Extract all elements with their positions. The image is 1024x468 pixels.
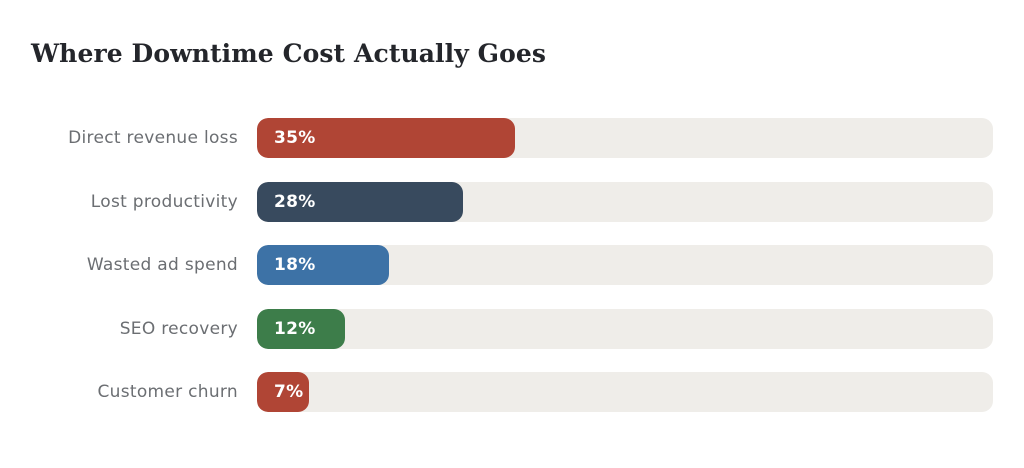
bar-row: Customer churn 7% bbox=[31, 372, 993, 412]
category-label: Direct revenue loss bbox=[68, 128, 238, 148]
bar-track: 18% bbox=[257, 245, 993, 285]
value-label: 35% bbox=[274, 128, 316, 148]
value-label: 28% bbox=[274, 191, 316, 212]
value-label: 12% bbox=[274, 318, 316, 339]
category-label: Customer churn bbox=[97, 382, 238, 402]
bar-track: 28% bbox=[257, 181, 993, 222]
category-label: Lost productivity bbox=[90, 191, 238, 212]
bar-row: Wasted ad spend 18% bbox=[31, 245, 993, 285]
bar-row: Direct revenue loss 35% bbox=[31, 118, 993, 158]
bar-row: Lost productivity 28% bbox=[31, 181, 993, 222]
bar-track: 7% bbox=[257, 372, 993, 412]
bar-row: SEO recovery 12% bbox=[31, 308, 993, 349]
category-label: Wasted ad spend bbox=[86, 255, 238, 275]
bar-segment: 28% bbox=[257, 181, 464, 222]
value-label: 7% bbox=[274, 382, 304, 402]
value-label: 18% bbox=[274, 255, 316, 275]
bar-segment: 7% bbox=[257, 372, 309, 412]
bar-segment: 18% bbox=[257, 245, 390, 285]
bar-track: 12% bbox=[257, 308, 993, 349]
category-label: SEO recovery bbox=[119, 318, 238, 339]
bar-segment: 12% bbox=[257, 308, 346, 349]
chart-title: Where Downtime Cost Actually Goes bbox=[31, 39, 547, 68]
bar-track: 35% bbox=[257, 118, 993, 158]
bar-segment: 35% bbox=[257, 118, 515, 158]
bar-chart: Direct revenue loss 35% Lost productivity 2… bbox=[31, 118, 993, 412]
